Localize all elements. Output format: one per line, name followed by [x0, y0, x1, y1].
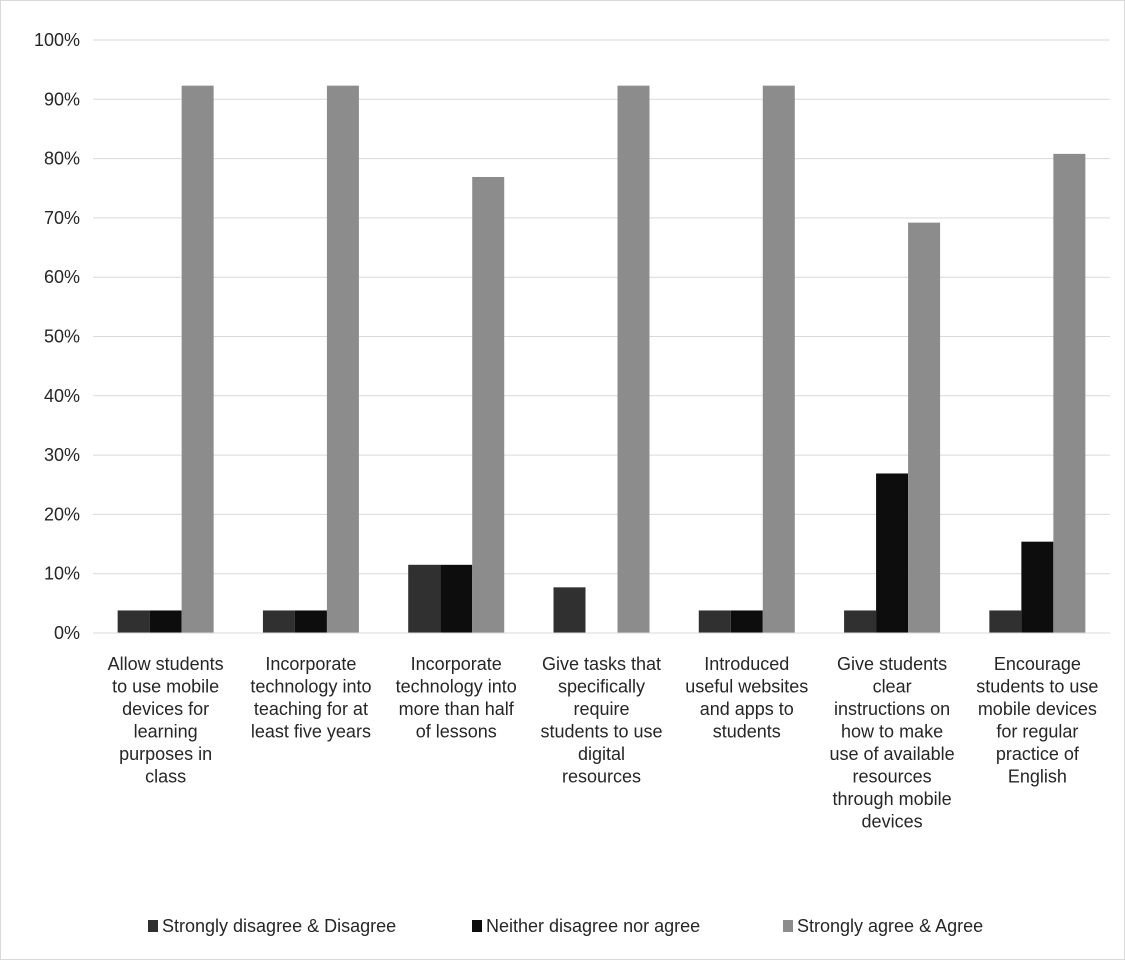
category-labels: Allow students to use mobile devices for le…: [108, 654, 1099, 832]
y-tick-label: 60%: [44, 267, 80, 287]
y-tick-label: 80%: [44, 149, 80, 169]
y-tick-label: 100%: [34, 30, 80, 50]
category-label-line: Give students: [837, 654, 947, 674]
category-label-line: Introduced: [704, 654, 789, 674]
category-label: Encourage students to use mobile devices fo…: [976, 654, 1098, 787]
category-label-line: learning: [134, 722, 198, 742]
bars: [117, 85, 1086, 634]
y-tick-label: 20%: [44, 504, 80, 524]
category-label-line: Allow students: [108, 654, 224, 674]
y-tick-label: 50%: [44, 327, 80, 347]
legend-label: Strongly agree & Agree: [797, 916, 983, 936]
category-label-line: how to make: [841, 722, 943, 742]
bar-2-2: [294, 610, 327, 633]
category-label-line: through mobile: [833, 789, 952, 809]
bar-1-5: [698, 610, 731, 633]
category-label-line: Give tasks that: [542, 654, 661, 674]
category-label: Incorporate technology into more than half…: [396, 654, 517, 742]
legend-swatch: [148, 920, 158, 932]
y-axis-ticks: 0% 10% 20% 30% 40% 50% 60% 70% 80% 90% 100%: [34, 30, 80, 643]
bar-3-4: [617, 85, 650, 633]
y-tick-label: 70%: [44, 208, 80, 228]
bar-1-7: [989, 610, 1022, 633]
category-label: Introduced useful websites and apps to stud…: [685, 654, 808, 742]
bar-1-6: [844, 610, 877, 633]
category-label-line: clear: [873, 677, 912, 697]
bar-1-3: [408, 564, 441, 633]
bar-2-1: [149, 610, 182, 633]
bar-2-6: [876, 473, 909, 633]
category-label-line: digital: [578, 744, 625, 764]
category-label-line: mobile devices: [978, 699, 1097, 719]
category-label-line: students to use: [540, 722, 662, 742]
category-label-line: resources: [562, 767, 641, 787]
bar-2-3: [440, 564, 473, 633]
category-label-line: English: [1008, 767, 1067, 787]
category-label: Give students clear instructions on how to …: [830, 654, 955, 832]
bar-2-5: [730, 610, 763, 633]
category-label-line: technology into: [250, 677, 371, 697]
category-label-line: to use mobile: [112, 677, 219, 697]
bar-3-1: [181, 85, 214, 633]
category-label: Incorporate technology into teaching for a…: [250, 654, 371, 742]
bar-3-7: [1053, 153, 1086, 633]
category-label-line: devices: [862, 812, 923, 832]
category-label-line: useful websites: [685, 677, 808, 697]
category-label-line: require: [573, 699, 629, 719]
bar-3-3: [472, 176, 505, 633]
bar-1-1: [117, 610, 150, 633]
category-label-line: Encourage: [994, 654, 1081, 674]
y-tick-label: 0%: [54, 623, 80, 643]
category-label-line: technology into: [396, 677, 517, 697]
category-label-line: Incorporate: [265, 654, 356, 674]
legend-label: Neither disagree nor agree: [486, 916, 700, 936]
category-label-line: resources: [853, 767, 932, 787]
category-label-line: Incorporate: [411, 654, 502, 674]
category-label-line: students to use: [976, 677, 1098, 697]
bar-3-2: [326, 85, 359, 633]
category-label-line: more than half: [399, 699, 515, 719]
bar-2-7: [1021, 541, 1054, 633]
category-label-line: of lessons: [416, 722, 497, 742]
category-label-line: specifically: [558, 677, 645, 697]
gridlines: [93, 39, 1110, 575]
bar-1-4: [553, 587, 586, 633]
y-tick-label: 10%: [44, 564, 80, 584]
category-label-line: class: [145, 767, 186, 787]
category-label-line: students: [713, 722, 781, 742]
legend: Strongly disagree & Disagree Neither disa…: [148, 916, 983, 936]
category-label-line: use of available: [830, 744, 955, 764]
category-label: Allow students to use mobile devices for le…: [108, 654, 224, 787]
legend-swatch: [783, 920, 793, 932]
bar-1-2: [262, 610, 295, 633]
category-label-line: for regular: [996, 722, 1078, 742]
category-label-line: devices for: [122, 699, 209, 719]
legend-label: Strongly disagree & Disagree: [162, 916, 396, 936]
category-label-line: practice of: [996, 744, 1080, 764]
category-label-line: instructions on: [834, 699, 950, 719]
legend-swatch: [472, 920, 482, 932]
category-label-line: teaching for at: [254, 699, 368, 719]
category-label: Give tasks that specifically require studen…: [540, 654, 662, 787]
y-tick-label: 40%: [44, 386, 80, 406]
bar-3-6: [908, 222, 941, 634]
y-tick-label: 30%: [44, 445, 80, 465]
category-label-line: and apps to: [700, 699, 794, 719]
bar-3-5: [762, 85, 795, 633]
category-label-line: purposes in: [119, 744, 212, 764]
category-label-line: least five years: [251, 722, 371, 742]
y-tick-label: 90%: [44, 89, 80, 109]
